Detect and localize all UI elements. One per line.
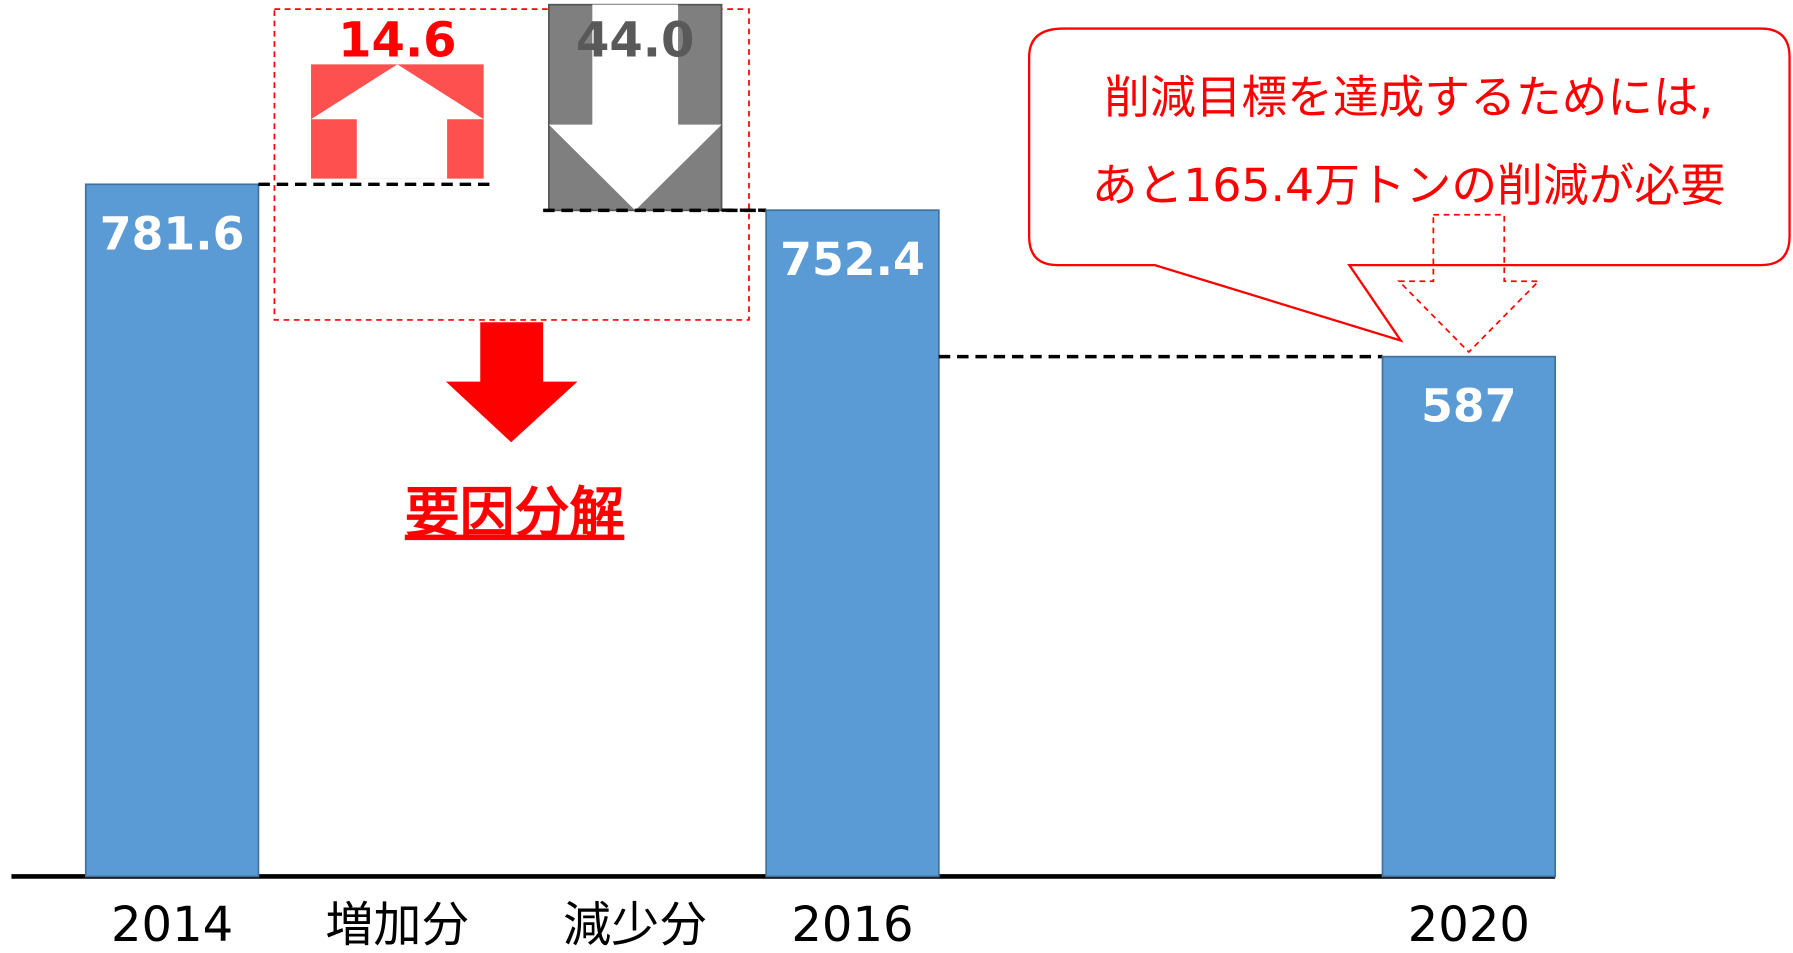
callout [1028,27,1791,343]
value-label: 44.0 [576,12,694,68]
bar [84,183,260,878]
bar [765,209,940,878]
x-tick-label: 2020 [1408,897,1530,953]
target-arrow [1397,213,1541,354]
callout-text: あと165.4万トンの削減が必要 [1092,159,1726,212]
value-label: 587 [1421,380,1516,433]
bar [1381,355,1557,878]
value-label: 14.6 [338,12,456,68]
value-label: 752.4 [780,233,925,286]
factor-box [273,8,750,321]
x-tick-label: 増加分 [325,897,469,953]
x-tick-label: 減少分 [563,897,707,953]
x-tick-label: 2014 [111,897,233,953]
decrease-arrow [548,4,722,211]
factor-label: 要因分解 [405,481,625,545]
x-tick-label: 2016 [791,897,913,953]
factor-arrow [445,322,578,443]
callout-text: 削減目標を達成するためには, [1104,71,1713,124]
increase-arrow [311,64,484,179]
value-label: 781.6 [100,207,245,260]
